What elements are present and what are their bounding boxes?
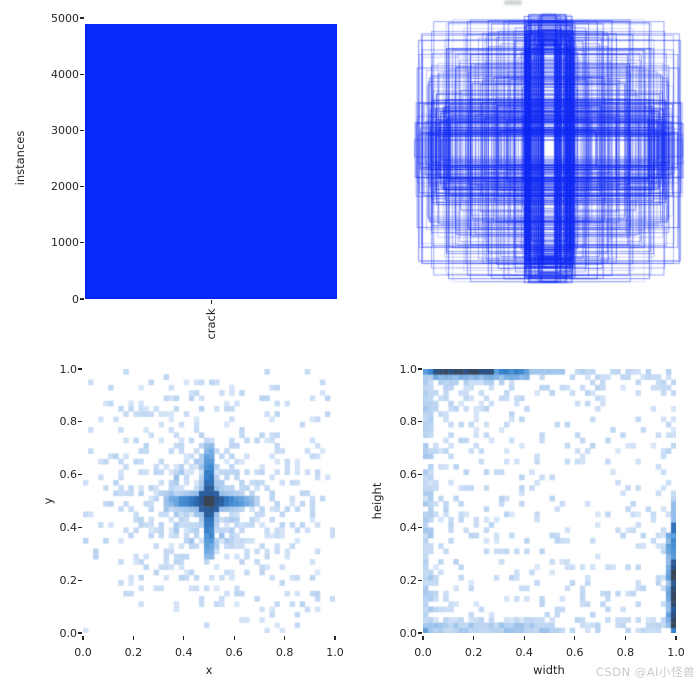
tick-label: 0.4 xyxy=(59,520,78,534)
tick-mark xyxy=(132,636,134,640)
tick-label: 1000 xyxy=(51,236,79,250)
tick-label: 1.0 xyxy=(667,646,685,659)
tick-mark xyxy=(233,636,235,640)
tick-mark xyxy=(78,526,82,528)
tick-label: 0.4 xyxy=(515,646,533,659)
tick-label: 0.6 xyxy=(59,468,78,482)
tick-label: 0.0 xyxy=(74,646,92,659)
tick-label: 0.2 xyxy=(464,646,483,659)
tick-mark xyxy=(78,368,82,370)
tick-mark xyxy=(78,579,82,581)
tick-mark xyxy=(574,636,576,640)
width-height-heatmap-plot xyxy=(423,369,676,633)
tick-label: 0.4 xyxy=(175,646,193,659)
tick-mark xyxy=(82,636,84,640)
tick-mark xyxy=(284,636,286,640)
tick-mark xyxy=(78,474,82,476)
tick-label: 4000 xyxy=(51,67,79,81)
tick-mark xyxy=(418,632,422,634)
x-tick-mark-crack xyxy=(210,300,212,304)
tick-label: 1.0 xyxy=(326,646,344,659)
tick-mark xyxy=(80,242,84,244)
tick-label: 0.0 xyxy=(399,626,418,640)
tick-mark xyxy=(473,636,475,640)
tick-label: 1.0 xyxy=(399,362,418,376)
tick-mark xyxy=(80,129,84,131)
tick-label: 0.8 xyxy=(616,646,635,659)
tick-label: 0.2 xyxy=(399,573,418,587)
csdn-watermark: CSDN @AI小怪兽 xyxy=(595,665,695,679)
tick-label: 0.2 xyxy=(59,573,78,587)
tick-mark xyxy=(422,636,424,640)
tick-label: 0.8 xyxy=(59,415,78,429)
tick-label: 0.4 xyxy=(399,520,418,534)
instances-bar xyxy=(85,24,337,299)
y-axis-label-y: y xyxy=(41,497,55,505)
tick-label: 1.0 xyxy=(59,362,78,376)
tick-label: 0.6 xyxy=(399,468,418,482)
y-axis-label-height: height xyxy=(370,482,384,520)
tick-mark xyxy=(78,421,82,423)
tick-mark xyxy=(80,73,84,75)
x-axis-label-x: x xyxy=(205,663,213,677)
tick-mark xyxy=(418,579,422,581)
tick-mark xyxy=(418,368,422,370)
tick-label: 0.6 xyxy=(566,646,584,659)
xy-heatmap-canvas xyxy=(83,369,335,633)
width-height-heatmap-canvas xyxy=(423,369,676,633)
tick-label: 5000 xyxy=(51,11,79,25)
tick-mark xyxy=(334,636,336,640)
tick-mark xyxy=(418,421,422,423)
tick-mark xyxy=(78,632,82,634)
tick-mark xyxy=(183,636,185,640)
tick-label: 0.0 xyxy=(59,626,78,640)
tick-mark xyxy=(80,17,84,19)
tick-mark xyxy=(624,636,626,640)
y-axis-label-instances: instances xyxy=(13,130,27,186)
x-tick-label-crack: crack xyxy=(204,308,218,340)
tick-label: 0.6 xyxy=(225,646,243,659)
tick-label: 0 xyxy=(72,292,79,306)
tick-label: 2000 xyxy=(51,180,79,194)
cropped-text-artifact xyxy=(504,0,522,5)
tick-label: 0.8 xyxy=(275,646,294,659)
tick-mark xyxy=(418,526,422,528)
tick-label: 0.8 xyxy=(399,415,418,429)
tick-mark xyxy=(80,186,84,188)
tick-mark xyxy=(523,636,525,640)
x-axis-label-width: width xyxy=(533,663,565,677)
tick-label: 0.0 xyxy=(414,646,432,659)
bounding-boxes-plot xyxy=(403,3,695,296)
tick-label: 3000 xyxy=(51,123,79,137)
instances-bar-plot xyxy=(85,18,337,299)
bounding-boxes-canvas xyxy=(403,3,695,296)
tick-mark xyxy=(675,636,677,640)
tick-mark xyxy=(80,298,84,300)
xy-heatmap-plot xyxy=(83,369,335,633)
tick-label: 0.2 xyxy=(124,646,143,659)
tick-mark xyxy=(418,474,422,476)
